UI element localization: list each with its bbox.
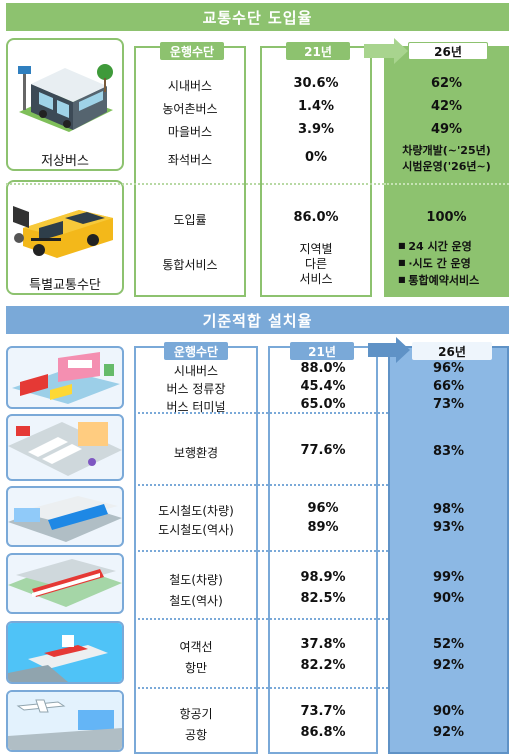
v21-service-line2: 다른 xyxy=(304,257,328,271)
v26-service-bullets: 24 시간 운영 ·시도 간 운영 통합예약서비스 xyxy=(398,238,479,289)
mode-integrated-service: 통합서비스 xyxy=(162,258,218,272)
mode-village-bus: 마을버스 xyxy=(167,125,213,139)
v21-passenger-ship: 37.8% xyxy=(300,637,346,652)
v21-city-bus: 30.6% xyxy=(293,76,339,91)
bus-station-illustration xyxy=(6,346,124,409)
v21-aircraft: 73.7% xyxy=(300,704,346,719)
low-floor-bus-box: 저상버스 xyxy=(6,38,124,171)
mode-city-bus: 시내버스 xyxy=(167,79,213,93)
section-title-introduction: 교통수단 도입율 xyxy=(6,3,509,31)
v26-port: 92% xyxy=(432,658,465,673)
subway-illustration xyxy=(6,486,124,547)
ship-icon xyxy=(8,623,122,682)
mode-walking-env: 보행환경 xyxy=(173,446,219,460)
mode-column-panel xyxy=(134,46,246,297)
row-divider-right xyxy=(384,183,509,185)
special-transport-label: 특별교통수단 xyxy=(29,278,101,293)
v21-bus-terminal: 65.0% xyxy=(300,397,346,412)
low-floor-bus-icon xyxy=(18,64,113,132)
v26-urban-rail-station: 93% xyxy=(432,520,465,535)
col-header-21: 21년 xyxy=(286,42,350,60)
bullet-item: 24 시간 운영 xyxy=(398,238,479,255)
train-illustration xyxy=(6,553,124,614)
v26-bus-terminal: 73% xyxy=(432,397,465,412)
v26-city-bus-b: 96% xyxy=(432,361,465,376)
v26-seat-bus-line2: 시범운영('26년~) xyxy=(402,160,491,173)
v26-urban-rail-vehicle: 98% xyxy=(432,502,465,517)
row-divider-b5 xyxy=(134,687,388,689)
subway-icon xyxy=(8,496,122,542)
mode-port: 항만 xyxy=(184,661,208,675)
v26-city-bus: 62% xyxy=(430,76,463,91)
v26-bus-stop: 66% xyxy=(432,379,465,394)
low-floor-bus-label: 저상버스 xyxy=(41,154,89,169)
v26-airport: 92% xyxy=(432,725,465,740)
year26-column-panel-b xyxy=(388,346,509,754)
v21-airport: 86.8% xyxy=(300,725,346,740)
special-transport-box: 특별교통수단 xyxy=(6,180,124,295)
row-divider-b1 xyxy=(134,412,388,414)
row-divider-b3 xyxy=(134,550,388,552)
v21-service-line3: 서비스 xyxy=(299,272,333,286)
airport-icon xyxy=(8,692,122,750)
mode-city-bus-b: 시내버스 xyxy=(173,364,219,378)
v26-rural-bus: 42% xyxy=(430,99,463,114)
v21-rural-bus: 1.4% xyxy=(297,99,335,114)
arrow-right-icon xyxy=(364,38,408,64)
v26-rail-vehicle: 99% xyxy=(432,570,465,585)
row-divider xyxy=(6,183,384,185)
crosswalk-illustration xyxy=(6,414,124,481)
airport-illustration xyxy=(6,690,124,752)
v26-seat-bus-line1: 차량개발(~'25년) xyxy=(402,144,491,157)
v26-intro-rate: 100% xyxy=(426,210,467,225)
mode-intro-rate: 도입률 xyxy=(173,213,207,227)
mode-rural-bus: 농어촌버스 xyxy=(162,102,218,116)
mode-urban-rail-vehicle: 도시철도(차량) xyxy=(158,504,234,518)
arrow-right-icon-b xyxy=(368,337,410,363)
row-divider-b2 xyxy=(134,484,388,486)
v21-bus-stop: 45.4% xyxy=(300,379,346,394)
col-header-21-b: 21년 xyxy=(290,342,354,360)
col-header-mode-b: 운행수단 xyxy=(164,342,228,360)
mode-aircraft: 항공기 xyxy=(179,707,213,721)
v21-urban-rail-station: 89% xyxy=(307,520,339,535)
col-header-mode: 운행수단 xyxy=(160,42,224,60)
col-header-26: 26년 xyxy=(408,42,488,60)
v21-rail-vehicle: 98.9% xyxy=(300,570,346,585)
v21-service-line1: 지역별 xyxy=(299,242,333,256)
row-divider-b4 xyxy=(134,618,388,620)
v21-port: 82.2% xyxy=(300,658,346,673)
train-icon xyxy=(8,559,122,607)
v21-seat-bus: 0% xyxy=(304,150,328,165)
v26-rail-station: 90% xyxy=(432,591,465,606)
ship-illustration xyxy=(6,621,124,684)
v21-village-bus: 3.9% xyxy=(297,122,335,137)
year21-column-panel xyxy=(260,46,372,297)
v21-walking-env: 77.6% xyxy=(300,443,346,458)
mode-airport: 공항 xyxy=(184,728,208,742)
special-transport-van-icon xyxy=(13,206,113,258)
v21-rail-station: 82.5% xyxy=(300,591,346,606)
v26-village-bus: 49% xyxy=(430,122,463,137)
v21-city-bus-b: 88.0% xyxy=(300,361,346,376)
mode-passenger-ship: 여객선 xyxy=(179,640,213,654)
crosswalk-icon xyxy=(8,422,122,476)
bus-station-icon xyxy=(12,352,120,404)
bullet-item: 통합예약서비스 xyxy=(398,272,479,289)
section-title-compliance: 기준적합 설치율 xyxy=(6,306,509,334)
mode-bus-terminal: 버스 터미널 xyxy=(166,400,226,414)
col-header-26-b: 26년 xyxy=(412,342,492,360)
mode-seat-bus: 좌석버스 xyxy=(167,153,213,167)
mode-rail-station: 철도(역사) xyxy=(169,594,223,608)
v21-urban-rail-vehicle: 96% xyxy=(307,501,339,516)
bullet-item: ·시도 간 운영 xyxy=(398,255,479,272)
mode-rail-vehicle: 철도(차량) xyxy=(169,573,223,587)
v26-aircraft: 90% xyxy=(432,704,465,719)
mode-urban-rail-station: 도시철도(역사) xyxy=(158,523,234,537)
v26-walking-env: 83% xyxy=(432,444,465,459)
v21-intro-rate: 86.0% xyxy=(293,210,339,225)
mode-bus-stop: 버스 정류장 xyxy=(166,382,226,396)
v26-passenger-ship: 52% xyxy=(432,637,465,652)
